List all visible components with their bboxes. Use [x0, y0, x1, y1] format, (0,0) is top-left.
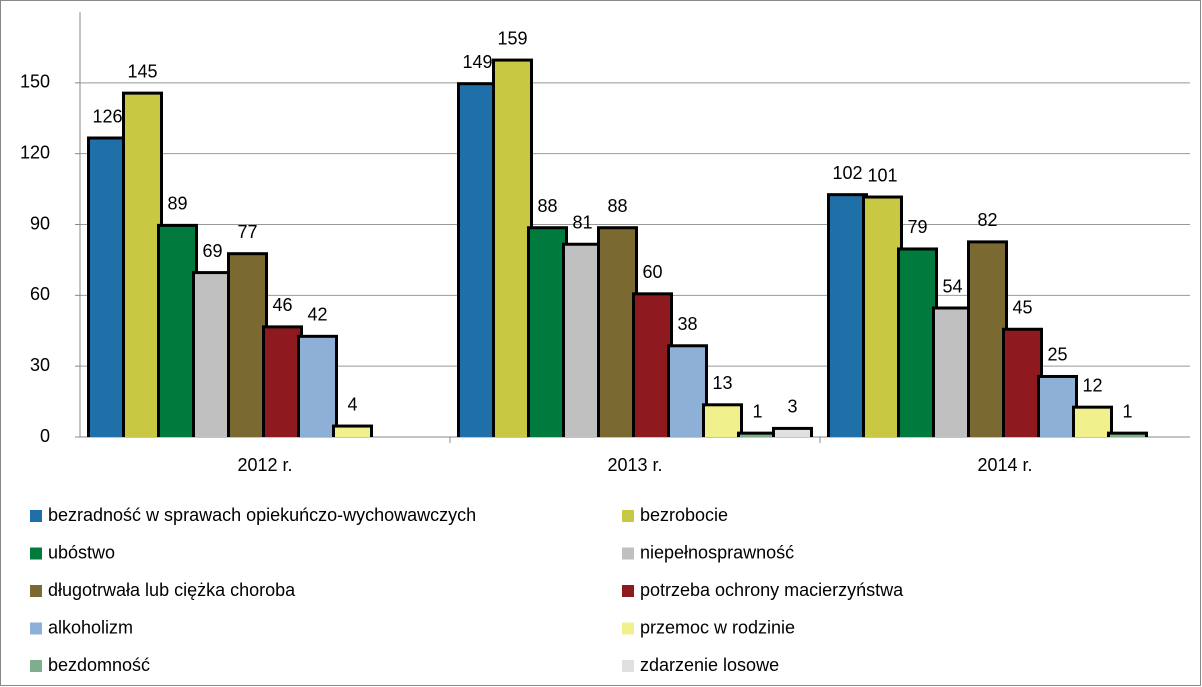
- bar-shadow: [1107, 431, 1148, 437]
- y-tick-label: 30: [30, 355, 50, 375]
- legend-swatch: [622, 660, 634, 672]
- bar: [935, 309, 970, 437]
- bar: [900, 250, 935, 437]
- legend-swatch: [30, 510, 42, 522]
- bar: [1075, 408, 1110, 437]
- data-label: 3: [787, 397, 797, 417]
- legend-swatch: [30, 547, 42, 560]
- bar-shadow: [737, 431, 778, 437]
- data-label: 159: [497, 28, 527, 48]
- bar: [230, 255, 265, 437]
- data-label: 25: [1047, 345, 1067, 365]
- data-label: 77: [237, 222, 257, 242]
- bar: [1005, 330, 1040, 437]
- bar: [1110, 434, 1145, 437]
- data-label: 13: [712, 373, 732, 393]
- data-label: 38: [677, 314, 697, 334]
- data-label: 4: [347, 394, 357, 414]
- bar: [195, 274, 230, 437]
- data-label: 46: [272, 295, 292, 315]
- bar: [335, 427, 370, 437]
- bar: [670, 347, 705, 437]
- data-label: 89: [167, 194, 187, 214]
- legend-label: przemoc w rodzinie: [640, 617, 795, 637]
- bar: [865, 198, 900, 437]
- bar: [970, 243, 1005, 437]
- data-label: 42: [307, 305, 327, 325]
- data-label: 101: [867, 165, 897, 185]
- legend-label: zdarzenie losowe: [640, 655, 779, 675]
- bar: [565, 245, 600, 437]
- bar: [160, 226, 195, 437]
- y-tick-label: 90: [30, 213, 50, 233]
- data-label: 81: [572, 213, 592, 233]
- legend-swatch: [622, 510, 634, 522]
- legend-label: potrzeba ochrony macierzyństwa: [640, 580, 904, 600]
- legend-label: długotrwała lub ciężka choroba: [48, 580, 296, 600]
- bar: [460, 85, 495, 437]
- legend-label: bezdomność: [48, 655, 150, 675]
- data-label: 45: [1012, 298, 1032, 318]
- legend-swatch: [622, 622, 634, 635]
- bar: [740, 434, 775, 437]
- x-tick-label: 2012 r.: [237, 455, 292, 475]
- bar: [530, 229, 565, 437]
- y-tick-label: 60: [30, 284, 50, 304]
- bar: [600, 229, 635, 437]
- x-tick-label: 2013 r.: [607, 455, 662, 475]
- data-label: 88: [537, 196, 557, 216]
- x-tick-label: 2014 r.: [977, 455, 1032, 475]
- bar: [705, 406, 740, 437]
- y-tick-label: 150: [20, 72, 50, 92]
- y-tick-label: 0: [40, 426, 50, 446]
- legend-swatch: [30, 660, 42, 672]
- legend-label: bezrobocie: [640, 505, 728, 525]
- legend-label: alkoholizm: [48, 617, 133, 637]
- bar: [125, 94, 160, 437]
- bar: [265, 328, 300, 437]
- data-label: 1: [752, 401, 762, 421]
- bar: [1040, 377, 1075, 437]
- bar: [775, 429, 810, 437]
- legend-label: bezradność w sprawach opiekuńczo-wychowa…: [48, 505, 476, 525]
- data-label: 1: [1122, 401, 1132, 421]
- bar: [635, 295, 670, 437]
- data-label: 69: [202, 241, 222, 261]
- data-label: 79: [907, 217, 927, 237]
- legend-swatch: [30, 585, 42, 597]
- data-label: 149: [462, 52, 492, 72]
- legend-label: niepełnosprawność: [640, 542, 794, 562]
- legend-swatch: [30, 622, 42, 635]
- legend-swatch: [622, 547, 634, 560]
- y-tick-label: 120: [20, 142, 50, 162]
- legend-label: ubóstwo: [48, 542, 115, 562]
- data-label: 82: [977, 210, 997, 230]
- data-label: 126: [92, 106, 122, 126]
- data-label: 102: [832, 163, 862, 183]
- data-label: 54: [942, 276, 962, 296]
- bar: [495, 61, 530, 437]
- bar: [90, 139, 125, 437]
- bar: [300, 337, 335, 437]
- data-label: 60: [642, 262, 662, 282]
- bar: [830, 196, 865, 437]
- data-label: 12: [1082, 375, 1102, 395]
- data-label: 145: [127, 61, 157, 81]
- legend-swatch: [622, 585, 634, 597]
- data-label: 88: [607, 196, 627, 216]
